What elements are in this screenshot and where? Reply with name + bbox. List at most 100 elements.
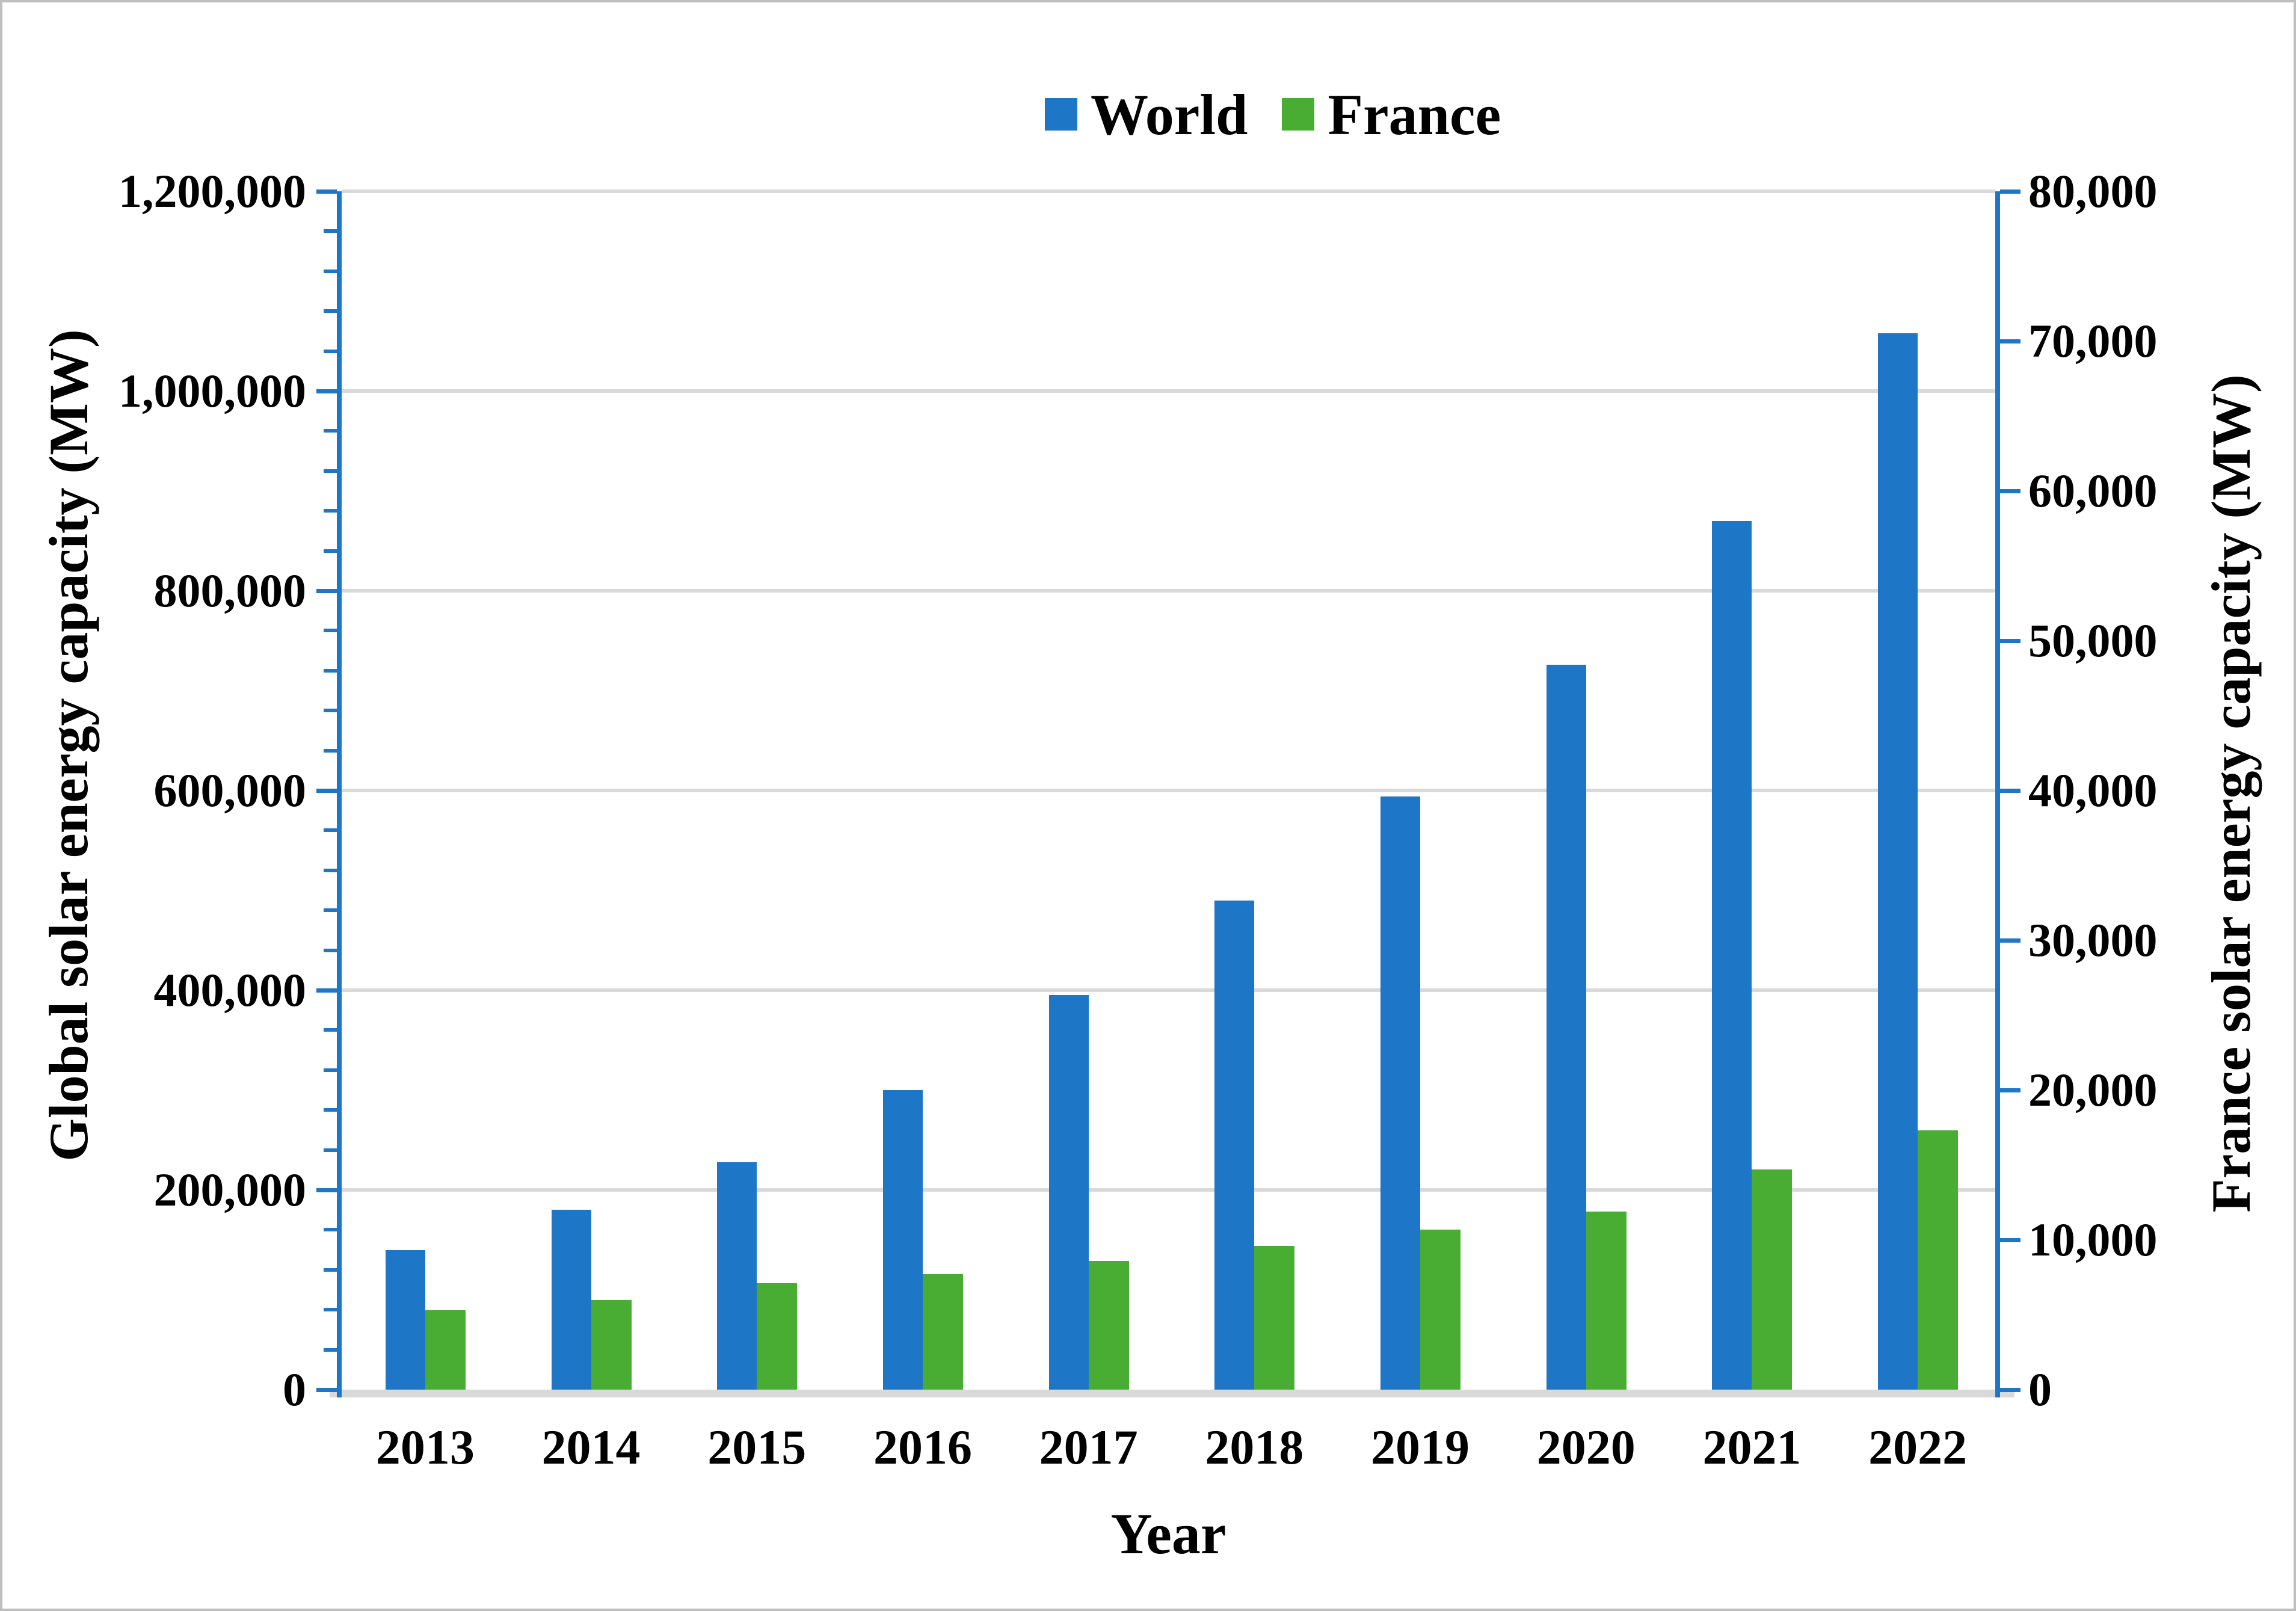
gridline xyxy=(342,789,1995,792)
left-axis-minor-tick xyxy=(324,748,337,753)
left-axis-minor-tick xyxy=(324,1068,337,1072)
right-axis-tick-label: 60,000 xyxy=(2028,464,2158,517)
left-axis-minor-tick xyxy=(324,1308,337,1312)
right-axis-major-tick xyxy=(2000,1387,2021,1392)
green-square-icon xyxy=(1282,98,1315,131)
right-axis-tick-label: 0 xyxy=(2028,1363,2052,1415)
right-axis-tick-label: 40,000 xyxy=(2028,764,2158,816)
left-axis-minor-tick xyxy=(324,629,337,633)
bar-france-2022 xyxy=(1918,1130,1959,1390)
x-axis-tick-label: 2021 xyxy=(1702,1420,1802,1474)
left-axis-major-tick xyxy=(316,588,337,593)
right-axis-major-tick xyxy=(2000,1237,2021,1242)
left-axis-tick-label: 200,000 xyxy=(153,1163,307,1216)
x-axis-tick-label: 2018 xyxy=(1205,1420,1304,1474)
right-axis-tick-label: 10,000 xyxy=(2028,1213,2158,1266)
gridline xyxy=(342,589,1995,593)
legend-item-france: France xyxy=(1282,81,1501,148)
left-axis-tick-label: 400,000 xyxy=(153,964,307,1016)
legend-label: France xyxy=(1328,82,1501,147)
x-axis-tick-label: 2020 xyxy=(1536,1420,1636,1474)
bar-world-2016 xyxy=(882,1090,923,1390)
left-axis-minor-tick xyxy=(324,1108,337,1112)
left-axis-minor-tick xyxy=(324,1268,337,1272)
x-axis-line xyxy=(330,1390,2014,1397)
right-axis-major-tick xyxy=(2000,488,2021,493)
left-axis-minor-tick xyxy=(324,948,337,952)
bar-world-2017 xyxy=(1048,995,1089,1390)
gridline xyxy=(342,389,1995,393)
left-axis-minor-tick xyxy=(324,668,337,673)
left-axis-tick-label: 800,000 xyxy=(153,564,307,617)
bar-france-2018 xyxy=(1254,1245,1295,1390)
x-axis-tick-label: 2022 xyxy=(1868,1420,1968,1474)
left-axis-major-tick xyxy=(316,189,337,194)
x-axis-tick-label: 2013 xyxy=(375,1420,475,1474)
x-axis-tick-label: 2019 xyxy=(1371,1420,1470,1474)
right-axis-tick-label: 70,000 xyxy=(2028,315,2158,367)
left-axis-minor-tick xyxy=(324,1028,337,1032)
left-axis-tick-label: 1,200,000 xyxy=(118,165,306,217)
bar-france-2016 xyxy=(922,1274,963,1390)
bar-france-2019 xyxy=(1420,1229,1461,1390)
x-axis-tick-label: 2014 xyxy=(541,1420,641,1474)
left-axis-minor-tick xyxy=(324,509,337,513)
right-axis-major-tick xyxy=(2000,339,2021,343)
left-axis-minor-tick xyxy=(324,709,337,713)
right-axis-major-tick xyxy=(2000,189,2021,194)
left-axis-minor-tick xyxy=(324,429,337,433)
x-axis-tick-label: 2015 xyxy=(707,1420,807,1474)
bar-world-2013 xyxy=(385,1249,425,1390)
bar-world-2015 xyxy=(717,1162,757,1390)
x-axis-title: Year xyxy=(1110,1502,1226,1566)
left-axis-minor-tick xyxy=(324,1228,337,1232)
left-axis-minor-tick xyxy=(324,309,337,313)
right-axis-tick-label: 20,000 xyxy=(2028,1064,2158,1116)
legend: World France xyxy=(1045,81,1501,148)
left-axis-minor-tick xyxy=(324,229,337,233)
left-axis-major-tick xyxy=(316,1387,337,1392)
left-axis-minor-tick xyxy=(324,1348,337,1352)
right-axis-major-tick xyxy=(2000,788,2021,793)
left-axis-tick-label: 1,000,000 xyxy=(118,365,306,417)
right-axis-tick-label: 80,000 xyxy=(2028,165,2158,217)
bar-france-2017 xyxy=(1088,1260,1129,1390)
left-axis-line xyxy=(337,191,342,1397)
left-axis-tick-label: 0 xyxy=(283,1363,306,1415)
right-axis-major-tick xyxy=(2000,638,2021,643)
left-axis-major-tick xyxy=(316,1187,337,1192)
left-axis-major-tick xyxy=(316,988,337,993)
bar-world-2018 xyxy=(1214,900,1255,1390)
gridline xyxy=(342,1188,1995,1192)
x-axis-tick-label: 2017 xyxy=(1039,1420,1138,1474)
right-axis-tick-label: 50,000 xyxy=(2028,614,2158,667)
left-axis-minor-tick xyxy=(324,828,337,833)
left-axis-minor-tick xyxy=(324,269,337,273)
blue-square-icon xyxy=(1045,98,1077,131)
x-axis-tick-label: 2016 xyxy=(873,1420,972,1474)
legend-label: World xyxy=(1091,82,1248,147)
left-axis-minor-tick xyxy=(324,908,337,913)
right-axis-major-tick xyxy=(2000,938,2021,943)
right-axis-tick-label: 30,000 xyxy=(2028,914,2158,966)
bar-world-2019 xyxy=(1380,796,1421,1390)
bar-world-2021 xyxy=(1712,520,1752,1390)
left-axis-minor-tick xyxy=(324,349,337,353)
right-axis-line xyxy=(1995,191,2000,1397)
left-axis-minor-tick xyxy=(324,868,337,872)
bar-france-2013 xyxy=(425,1310,466,1390)
left-axis-minor-tick xyxy=(324,549,337,553)
gridline xyxy=(342,988,1995,992)
left-axis-minor-tick xyxy=(324,1148,337,1152)
bar-france-2021 xyxy=(1752,1169,1793,1390)
right-axis-major-tick xyxy=(2000,1088,2021,1092)
bar-world-2022 xyxy=(1878,333,1918,1390)
bar-world-2014 xyxy=(551,1210,591,1390)
bar-france-2020 xyxy=(1586,1211,1627,1390)
bar-world-2020 xyxy=(1546,664,1586,1390)
left-axis-major-tick xyxy=(316,389,337,393)
bar-france-2015 xyxy=(757,1283,798,1390)
legend-item-world: World xyxy=(1045,81,1248,148)
bar-france-2014 xyxy=(591,1299,632,1390)
